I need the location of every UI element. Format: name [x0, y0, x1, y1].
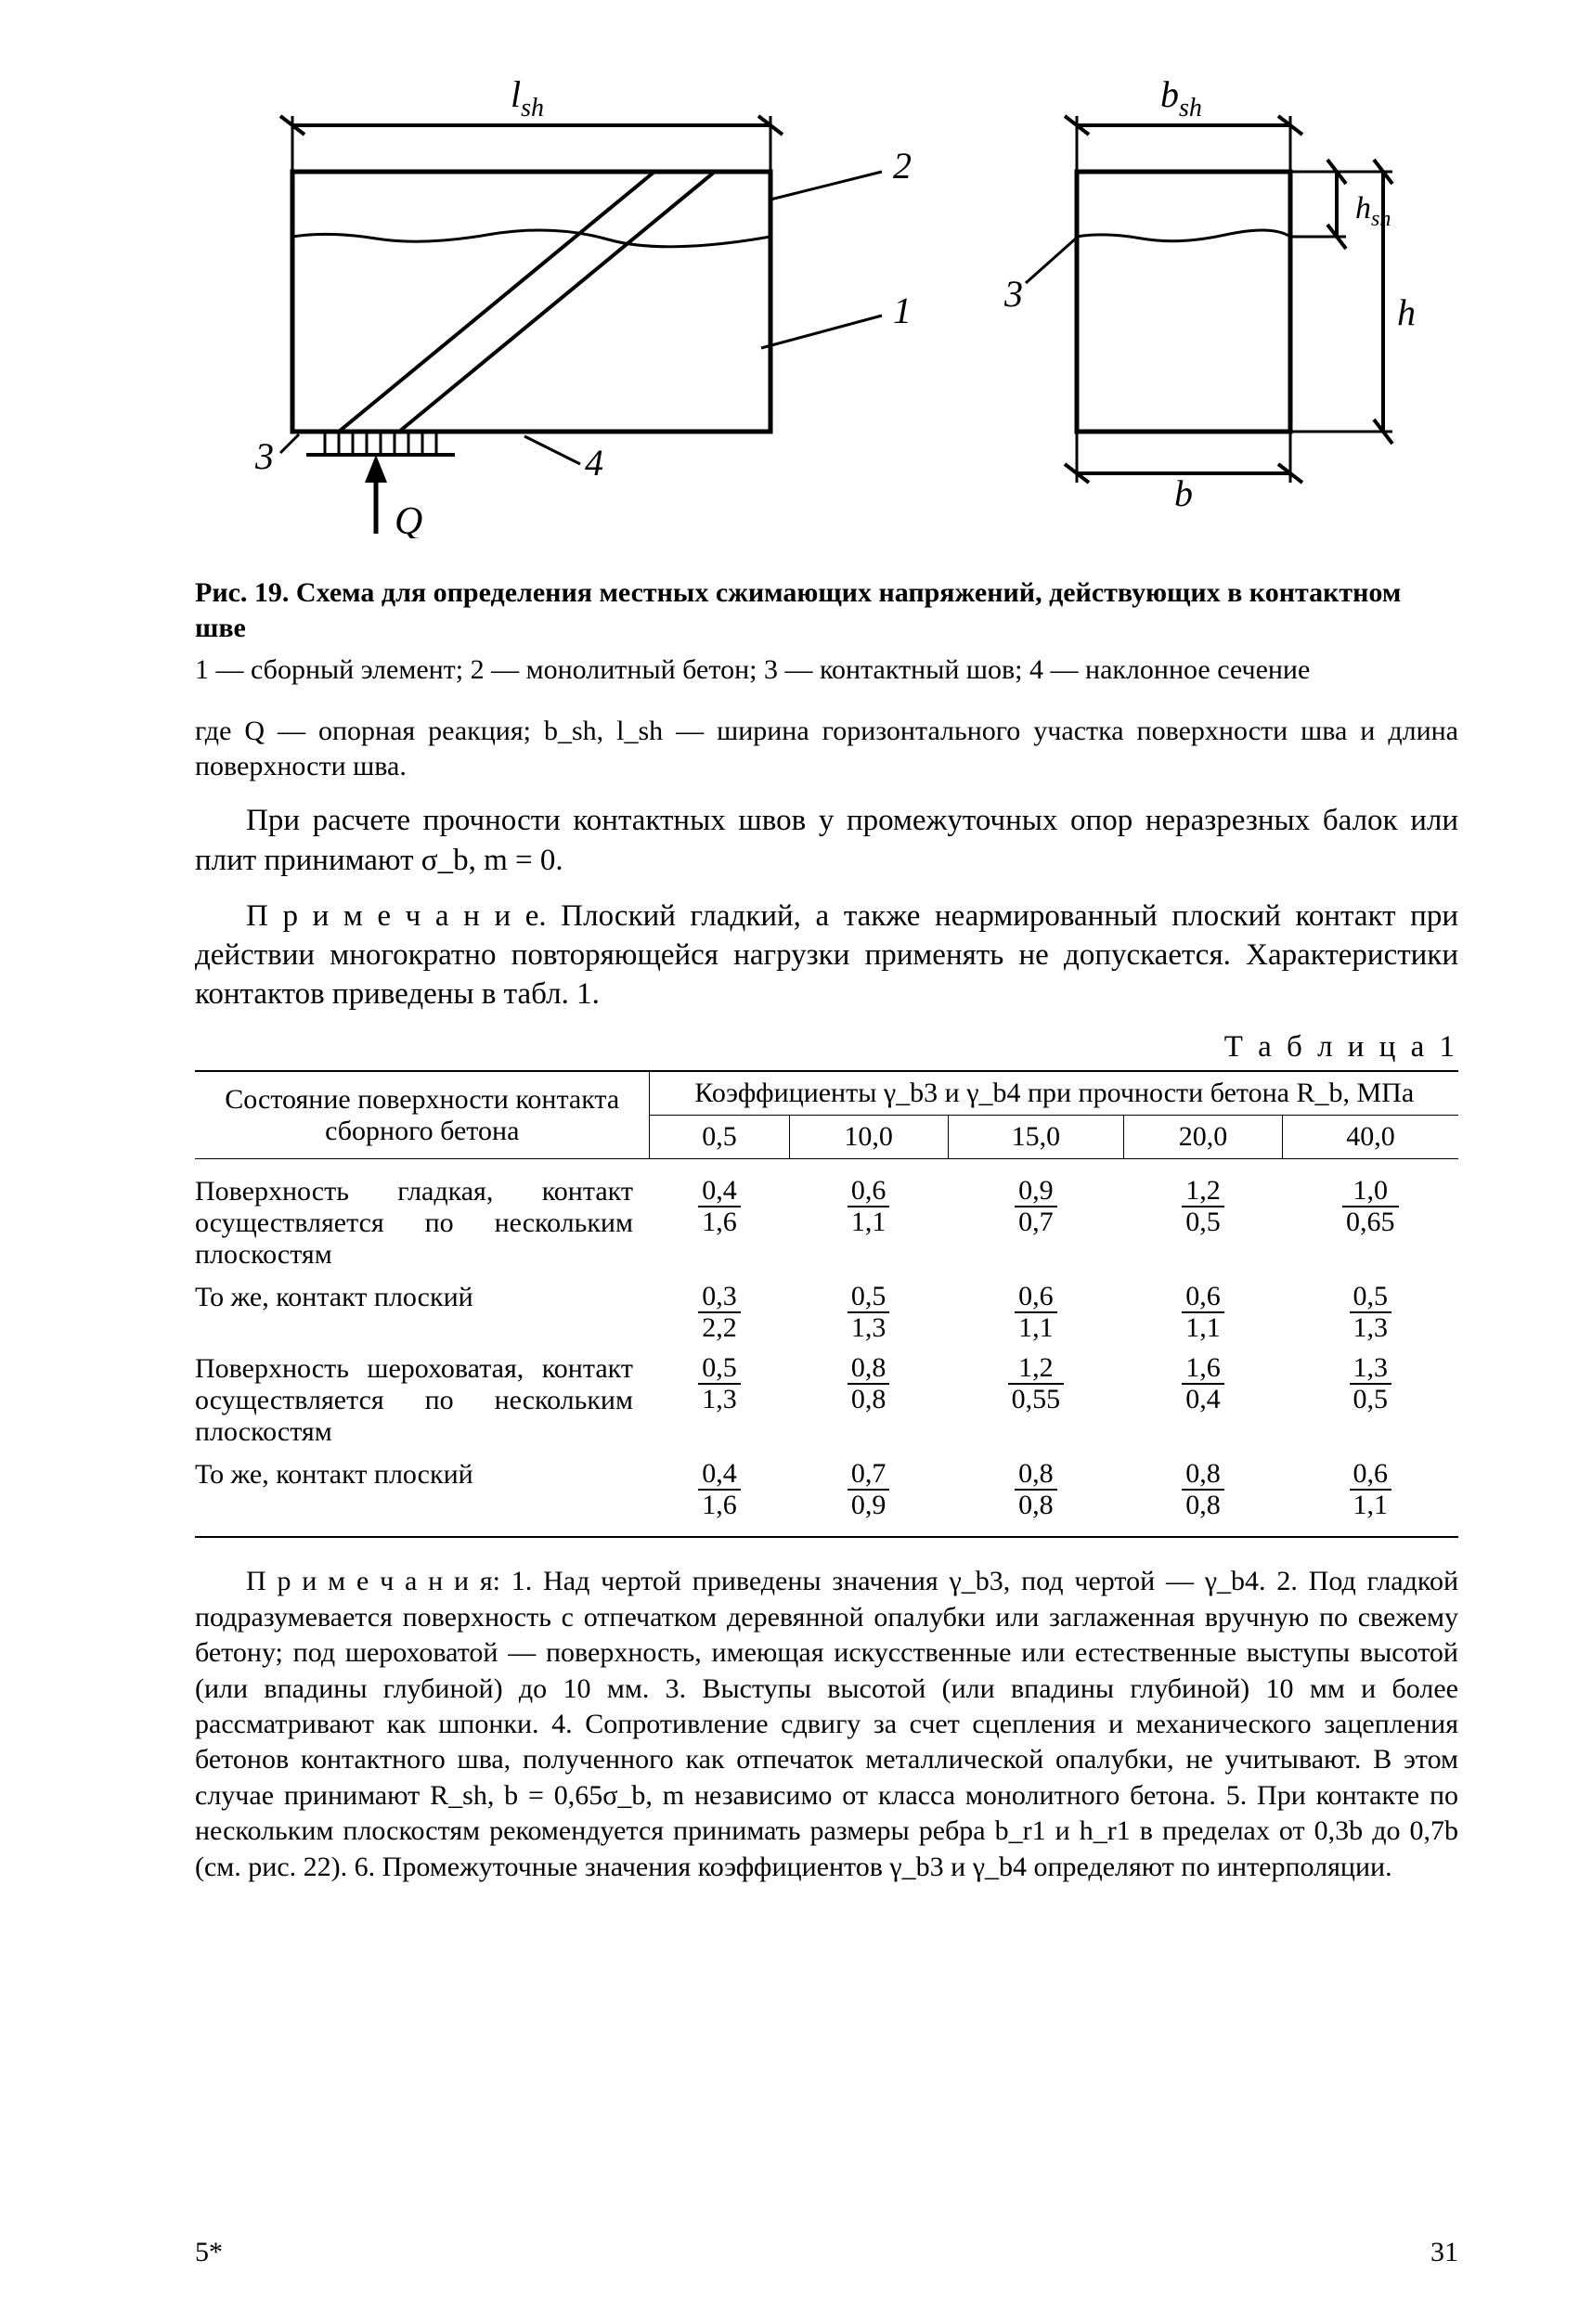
row-value: 0,61,1 [1124, 1276, 1283, 1348]
paragraph-note-text: П р и м е ч а н и е. Плоский гладкий, а … [195, 899, 1458, 1011]
callout-4: 4 [585, 442, 603, 484]
callout-3-right: 3 [1003, 273, 1023, 315]
sheet-mark: 5* [195, 2237, 223, 2268]
col-2: 15,0 [948, 1116, 1123, 1159]
callout-3: 3 [254, 435, 274, 477]
row-value: 0,41,6 [650, 1453, 789, 1537]
label-b: b [1174, 472, 1193, 514]
row-value: 0,61,1 [948, 1276, 1123, 1348]
row-value: 0,80,8 [1124, 1453, 1283, 1537]
callout-1: 1 [893, 290, 912, 331]
col-4: 40,0 [1283, 1116, 1458, 1159]
row-value: 0,70,9 [789, 1453, 948, 1537]
figure-left: lsh 2 [195, 74, 938, 538]
row-value: 0,41,6 [650, 1159, 789, 1277]
table-row: То же, контакт плоский0,32,20,51,30,61,1… [195, 1276, 1458, 1348]
paragraph-sigma-text: При расчете прочности контактных швов у … [195, 804, 1458, 876]
row-label: То же, контакт плоский [195, 1453, 650, 1537]
callout-2: 2 [893, 145, 912, 187]
col-1: 10,0 [789, 1116, 948, 1159]
col-0: 0,5 [650, 1116, 789, 1159]
figure-caption: Рис. 19. Схема для определения местных с… [195, 575, 1458, 688]
row-value: 0,80,8 [948, 1453, 1123, 1537]
paragraph-note: П р и м е ч а н и е. Плоский гладкий, а … [195, 897, 1458, 1014]
table-head-right: Коэффициенты γ_b3 и γ_b4 при прочности б… [650, 1071, 1458, 1116]
coefficients-table: Состояние поверхности контакта сборного … [195, 1070, 1458, 1538]
page-footer: 5* 31 [195, 2237, 1458, 2268]
row-value: 1,20,5 [1124, 1159, 1283, 1277]
row-value: 1,20,55 [948, 1348, 1123, 1453]
row-value: 0,32,2 [650, 1276, 789, 1348]
row-label: То же, контакт плоский [195, 1276, 650, 1348]
row-value: 0,51,3 [650, 1348, 789, 1453]
label-lsh: lsh [511, 74, 544, 123]
row-value: 0,51,3 [789, 1276, 948, 1348]
table-row: Поверхность шероховатая, контакт осущест… [195, 1348, 1458, 1453]
label-Q: Q [395, 500, 422, 538]
caption-legend: 1 — сборный элемент; 2 — монолитный бето… [195, 652, 1458, 688]
label-h: h [1397, 291, 1416, 333]
table-head-left: Состояние поверхности контакта сборного … [195, 1071, 650, 1159]
table-row: То же, контакт плоский0,41,60,70,90,80,8… [195, 1453, 1458, 1537]
row-value: 1,00,65 [1283, 1159, 1458, 1277]
row-value: 0,80,8 [789, 1348, 948, 1453]
definitions: где Q — опорная реакция; b_sh, l_sh — ши… [195, 714, 1458, 785]
figure-19: lsh 2 [195, 74, 1458, 538]
paragraph-sigma: При расчете прочности контактных швов у … [195, 801, 1458, 879]
row-value: 1,30,5 [1283, 1348, 1458, 1453]
row-value: 0,90,7 [948, 1159, 1123, 1277]
row-value: 0,61,1 [789, 1159, 948, 1277]
label-bsh: bsh [1160, 74, 1202, 123]
row-value: 0,51,3 [1283, 1276, 1458, 1348]
table-notes-text: П р и м е ч а н и я: 1. Над чертой приве… [195, 1566, 1458, 1881]
label-hsh: hsh [1355, 191, 1391, 231]
page-number: 31 [1430, 2237, 1458, 2268]
table-row: Поверхность гладкая, контакт осуществляе… [195, 1159, 1458, 1277]
col-3: 20,0 [1124, 1116, 1283, 1159]
row-value: 1,60,4 [1124, 1348, 1283, 1453]
caption-title: Рис. 19. Схема для определения местных с… [195, 575, 1458, 645]
row-value: 0,61,1 [1283, 1453, 1458, 1537]
figure-right: bsh 3 hsh h [993, 74, 1420, 538]
row-label: Поверхность шероховатая, контакт осущест… [195, 1348, 650, 1453]
table-notes: П р и м е ч а н и я: 1. Над чертой приве… [195, 1564, 1458, 1885]
table-label: Т а б л и ц а 1 [195, 1030, 1458, 1065]
row-label: Поверхность гладкая, контакт осуществляе… [195, 1159, 650, 1277]
